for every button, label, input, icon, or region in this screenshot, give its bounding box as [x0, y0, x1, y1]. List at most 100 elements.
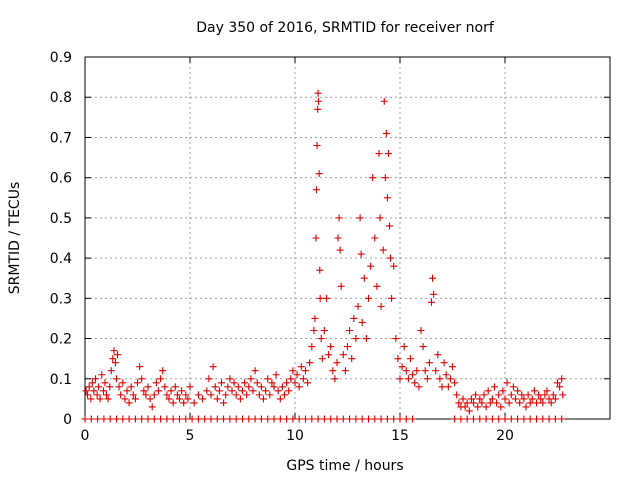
data-point — [88, 379, 96, 387]
data-point — [558, 415, 566, 423]
data-point — [313, 141, 321, 149]
data-point — [350, 314, 358, 322]
data-point — [85, 383, 93, 391]
data-point — [188, 415, 196, 423]
data-point — [325, 351, 333, 359]
data-point — [476, 395, 484, 403]
data-point — [415, 383, 423, 391]
data-point — [346, 415, 354, 423]
data-point — [131, 395, 139, 403]
data-point — [92, 375, 99, 383]
data-point — [93, 391, 101, 399]
chart-title: Day 350 of 2016, SRMTID for receiver nor… — [196, 20, 495, 36]
data-point — [465, 407, 473, 415]
data-point — [306, 359, 314, 367]
data-point — [96, 395, 104, 403]
data-point — [302, 367, 309, 375]
data-point — [545, 395, 553, 403]
data-point — [295, 383, 303, 391]
data-point — [113, 375, 120, 383]
data-point — [417, 327, 425, 335]
data-point — [178, 387, 186, 395]
data-point — [81, 415, 89, 423]
data-point — [123, 387, 131, 395]
data-point — [533, 399, 540, 407]
data-point — [293, 371, 301, 379]
data-point — [316, 294, 324, 302]
data-point — [457, 415, 465, 423]
data-point — [87, 415, 95, 423]
data-point — [346, 327, 354, 335]
data-point — [176, 415, 183, 423]
data-point — [98, 371, 106, 379]
data-point — [396, 375, 404, 383]
data-point — [249, 387, 257, 395]
data-point — [150, 391, 158, 399]
data-point — [533, 415, 540, 423]
data-point — [484, 387, 492, 395]
data-point — [82, 387, 90, 395]
data-point — [115, 383, 123, 391]
data-point — [315, 170, 323, 178]
data-point — [308, 415, 316, 423]
data-point — [537, 395, 545, 403]
data-point — [138, 415, 146, 423]
data-point — [264, 375, 272, 383]
data-point — [371, 234, 379, 242]
data-point — [173, 391, 181, 399]
data-point — [213, 415, 221, 423]
data-point — [213, 395, 221, 403]
data-point — [318, 355, 326, 363]
data-point — [243, 391, 251, 399]
data-point — [194, 391, 202, 399]
data-point — [134, 379, 141, 387]
data-point — [107, 367, 115, 375]
data-point — [336, 246, 344, 254]
data-point — [327, 343, 335, 351]
data-point — [266, 391, 274, 399]
data-point — [386, 222, 393, 230]
data-point — [539, 399, 547, 407]
data-point — [526, 399, 534, 407]
data-point — [251, 367, 259, 375]
x-tick-label: 0 — [81, 428, 90, 444]
data-point — [514, 415, 522, 423]
data-point — [226, 415, 234, 423]
data-point — [106, 415, 114, 423]
data-point — [547, 399, 555, 407]
data-point — [106, 383, 114, 391]
data-point — [283, 379, 291, 387]
data-point — [182, 415, 190, 423]
data-point — [327, 415, 335, 423]
data-point — [295, 415, 303, 423]
data-point — [312, 234, 320, 242]
data-point — [329, 367, 337, 375]
data-point — [348, 355, 356, 363]
data-point — [287, 375, 295, 383]
data-point — [247, 375, 255, 383]
x-tick-label: 10 — [286, 428, 304, 444]
data-point — [339, 415, 347, 423]
data-point — [446, 375, 454, 383]
data-point — [334, 234, 342, 242]
data-point — [317, 335, 325, 343]
data-point — [207, 415, 215, 423]
data-point — [274, 387, 282, 395]
data-point — [461, 403, 469, 411]
data-point — [362, 335, 370, 343]
y-tick-label: 0.7 — [50, 130, 72, 146]
data-point — [383, 415, 391, 423]
data-point — [297, 363, 305, 371]
data-point — [159, 367, 167, 375]
data-point — [232, 391, 240, 399]
data-point — [339, 351, 347, 359]
data-point — [150, 415, 158, 423]
data-point — [402, 415, 410, 423]
data-point — [383, 194, 391, 202]
data-point — [459, 395, 467, 403]
data-point — [239, 415, 246, 423]
x-tick-label: 15 — [391, 428, 409, 444]
data-point — [501, 395, 509, 403]
data-point — [365, 415, 372, 423]
